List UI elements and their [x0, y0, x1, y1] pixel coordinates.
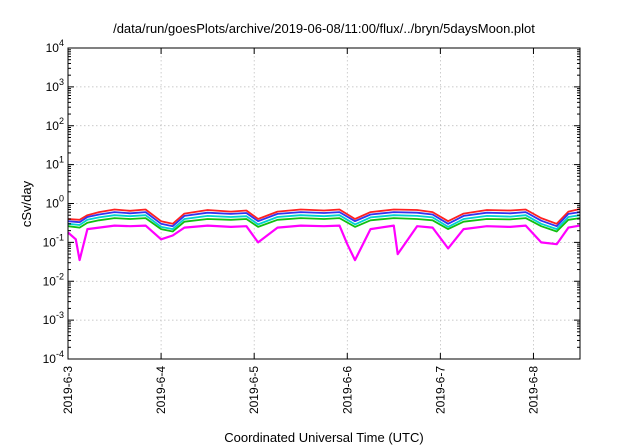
x-tick-label: 2019-6-5 — [247, 366, 261, 414]
y-tick-exponent: -4 — [56, 349, 64, 359]
y-tick-exponent: 3 — [59, 77, 64, 87]
series-line — [67, 224, 581, 262]
y-tick-base: 10 — [43, 313, 57, 327]
series-line — [67, 211, 581, 228]
series-line — [67, 208, 581, 225]
y-tick-exponent: -3 — [56, 310, 64, 320]
y-tick-label: 10-2 — [43, 271, 64, 288]
x-axis-label: Coordinated Universal Time (UTC) — [224, 430, 423, 445]
y-tick-base: 10 — [46, 158, 60, 172]
y-tick-exponent: -2 — [56, 271, 64, 281]
y-tick-label: 10-4 — [43, 349, 64, 366]
y-tick-label: 102 — [46, 116, 64, 133]
x-tick-label: 2019-6-6 — [340, 366, 354, 414]
y-tick-label: 104 — [46, 38, 64, 55]
x-tick-label: 2019-6-4 — [154, 366, 168, 414]
grid — [68, 48, 580, 359]
y-tick-base: 10 — [46, 119, 60, 133]
series-line — [67, 214, 581, 231]
y-axis-label: cSv/day — [19, 180, 34, 227]
y-tick-label: 103 — [46, 77, 64, 94]
y-tick-exponent: 2 — [59, 116, 64, 126]
plot-area — [67, 208, 581, 262]
y-tick-label: 101 — [46, 155, 64, 172]
series-line — [67, 217, 581, 233]
y-tick-exponent: -1 — [56, 232, 64, 242]
y-tick-base: 10 — [43, 235, 57, 249]
y-tick-label: 100 — [46, 194, 64, 211]
y-tick-base: 10 — [46, 197, 60, 211]
y-tick-label: 10-1 — [43, 232, 64, 249]
x-tick-label: 2019-6-7 — [433, 366, 447, 414]
y-tick-base: 10 — [43, 274, 57, 288]
y-tick-exponent: 4 — [59, 38, 64, 48]
x-tick-label: 2019-6-8 — [526, 366, 540, 414]
y-tick-base: 10 — [43, 352, 57, 366]
y-tick-exponent: 0 — [59, 194, 64, 204]
y-tick-exponent: 1 — [59, 155, 64, 165]
x-axis: 2019-6-3 2019-6-4 2019-6-5 2019-6-6 2019-6-7… — [61, 48, 540, 414]
x-tick-label: 2019-6-3 — [61, 366, 75, 414]
y-tick-label: 10-3 — [43, 310, 64, 327]
y-tick-base: 10 — [46, 80, 60, 94]
chart-title: /data/run/goesPlots/archive/2019-06-08/1… — [113, 21, 535, 36]
y-tick-base: 10 — [46, 41, 60, 55]
